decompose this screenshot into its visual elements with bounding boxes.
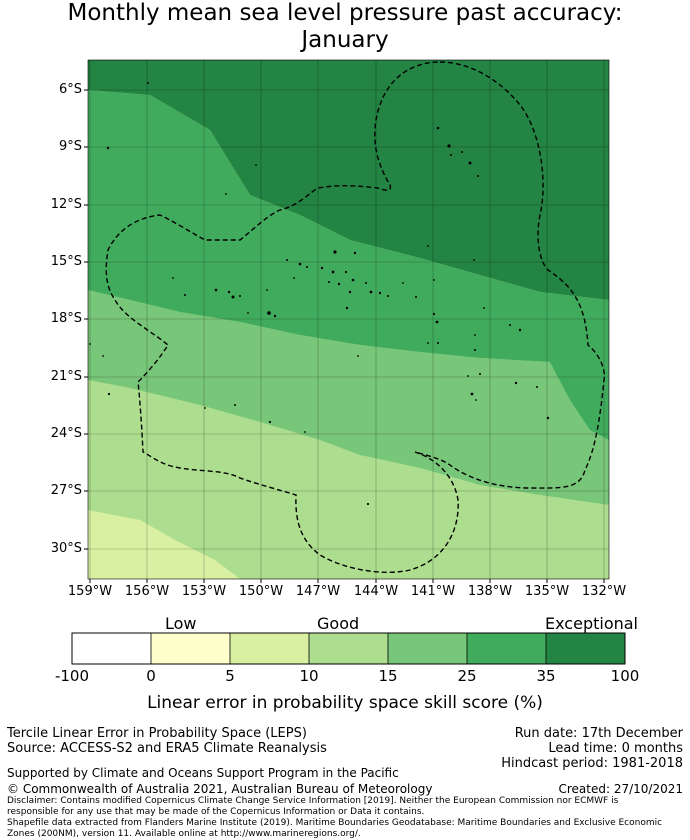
legend-category-good: Good [317, 614, 360, 633]
lon-tick-label: 153°W [181, 584, 227, 599]
lon-tick-label: 132°W [581, 584, 627, 599]
chart-title: Monthly mean sea level pressure past acc… [0, 0, 690, 54]
lat-tick-label: 15°S [50, 254, 82, 269]
copyright: © Commonwealth of Australia 2021, Austra… [7, 782, 433, 796]
colorbar-label: Linear error in probability space skill … [147, 693, 543, 713]
colorbar-segment-7 [546, 633, 625, 664]
lon-tick-label: 159°W [67, 584, 113, 599]
lon-tick-label: 147°W [295, 584, 341, 599]
lat-tick-label: 18°S [50, 311, 82, 326]
disclaimer-line: responsible for any use that may be made… [7, 807, 425, 817]
title-line-2: January [301, 27, 389, 53]
band-10-15 [88, 380, 609, 579]
colorbar-tick-label: 100 [610, 667, 640, 685]
lead-time: Lead time: 0 months [548, 741, 683, 756]
lat-tick-label: 6°S [58, 82, 82, 97]
method-text: Tercile Linear Error in Probability Spac… [7, 726, 307, 741]
colorbar [71, 632, 626, 665]
lat-tick-label: 27°S [50, 483, 82, 498]
band-35-100 [88, 60, 609, 300]
disclaimer-line: Shapefile data extracted from Flanders M… [7, 818, 663, 828]
colorbar-tick-label: 10 [299, 667, 319, 685]
colorbar-segment-3 [230, 633, 309, 664]
source-text: Source: ACCESS-S2 and ERA5 Climate Reana… [7, 741, 327, 756]
lat-tick-label: 30°S [50, 541, 82, 556]
disclaimer: Disclaimer: Contains modified Copernicus… [7, 796, 687, 840]
lon-tick-label: 141°W [410, 584, 456, 599]
colorbar-tick-label: 0 [146, 667, 156, 685]
axis-ticks [84, 89, 605, 583]
supported-by: Supported by Climate and Oceans Support … [7, 766, 399, 780]
skill-bands [88, 60, 609, 579]
hindcast-period: Hindcast period: 1981-2018 [501, 756, 683, 771]
colorbar-segment-2 [151, 633, 230, 664]
lon-tick-label: 138°W [467, 584, 513, 599]
band-15-25 [88, 290, 609, 505]
band-25-35 [88, 90, 609, 440]
colorbar-segment-6 [467, 633, 546, 664]
colorbar-segment-4 [309, 633, 388, 664]
lon-tick-label: 156°W [124, 584, 170, 599]
title-line-1: Monthly mean sea level pressure past acc… [67, 0, 623, 26]
colorbar-segment-1 [72, 633, 151, 664]
eez-boundary [105, 61, 606, 573]
lon-tick-label: 144°W [353, 584, 399, 599]
legend-category-exceptional: Exceptional [545, 614, 638, 633]
colorbar-tick-label: 15 [378, 667, 398, 685]
graticule [88, 60, 609, 579]
created-date: Created: 27/10/2021 [558, 782, 683, 796]
disclaimer-line: Disclaimer: Contains modified Copernicus… [7, 796, 619, 806]
lat-tick-label: 21°S [50, 369, 82, 384]
lon-tick-label: 135°W [524, 584, 570, 599]
run-date: Run date: 17th December [514, 726, 683, 741]
disclaimer-line: Zones (200NM), version 11. Available onl… [7, 829, 361, 839]
islands [89, 82, 550, 506]
colorbar-tick-label: 5 [225, 667, 235, 685]
lat-tick-label: 24°S [50, 426, 82, 441]
colorbar-segment-5 [388, 633, 467, 664]
legend-category-low: Low [165, 614, 197, 633]
colorbar-tick-label: 25 [457, 667, 477, 685]
lon-tick-label: 150°W [238, 584, 284, 599]
colorbar-frame [71, 632, 626, 665]
lat-tick-label: 12°S [50, 197, 82, 212]
colorbar-tick-label: 35 [536, 667, 556, 685]
colorbar-tick-label: -100 [54, 667, 90, 685]
lat-tick-label: 9°S [58, 139, 82, 154]
